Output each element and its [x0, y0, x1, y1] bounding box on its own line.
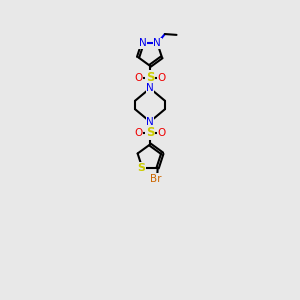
Text: O: O	[157, 73, 166, 82]
Text: O: O	[157, 128, 166, 137]
Text: S: S	[137, 163, 145, 173]
Text: N: N	[146, 83, 154, 93]
Text: N: N	[154, 38, 161, 48]
Text: N: N	[146, 117, 154, 127]
Text: S: S	[146, 126, 154, 139]
Text: O: O	[134, 73, 143, 82]
Text: N: N	[139, 38, 146, 48]
Text: O: O	[134, 128, 143, 137]
Text: Br: Br	[150, 174, 162, 184]
Text: S: S	[146, 71, 154, 84]
